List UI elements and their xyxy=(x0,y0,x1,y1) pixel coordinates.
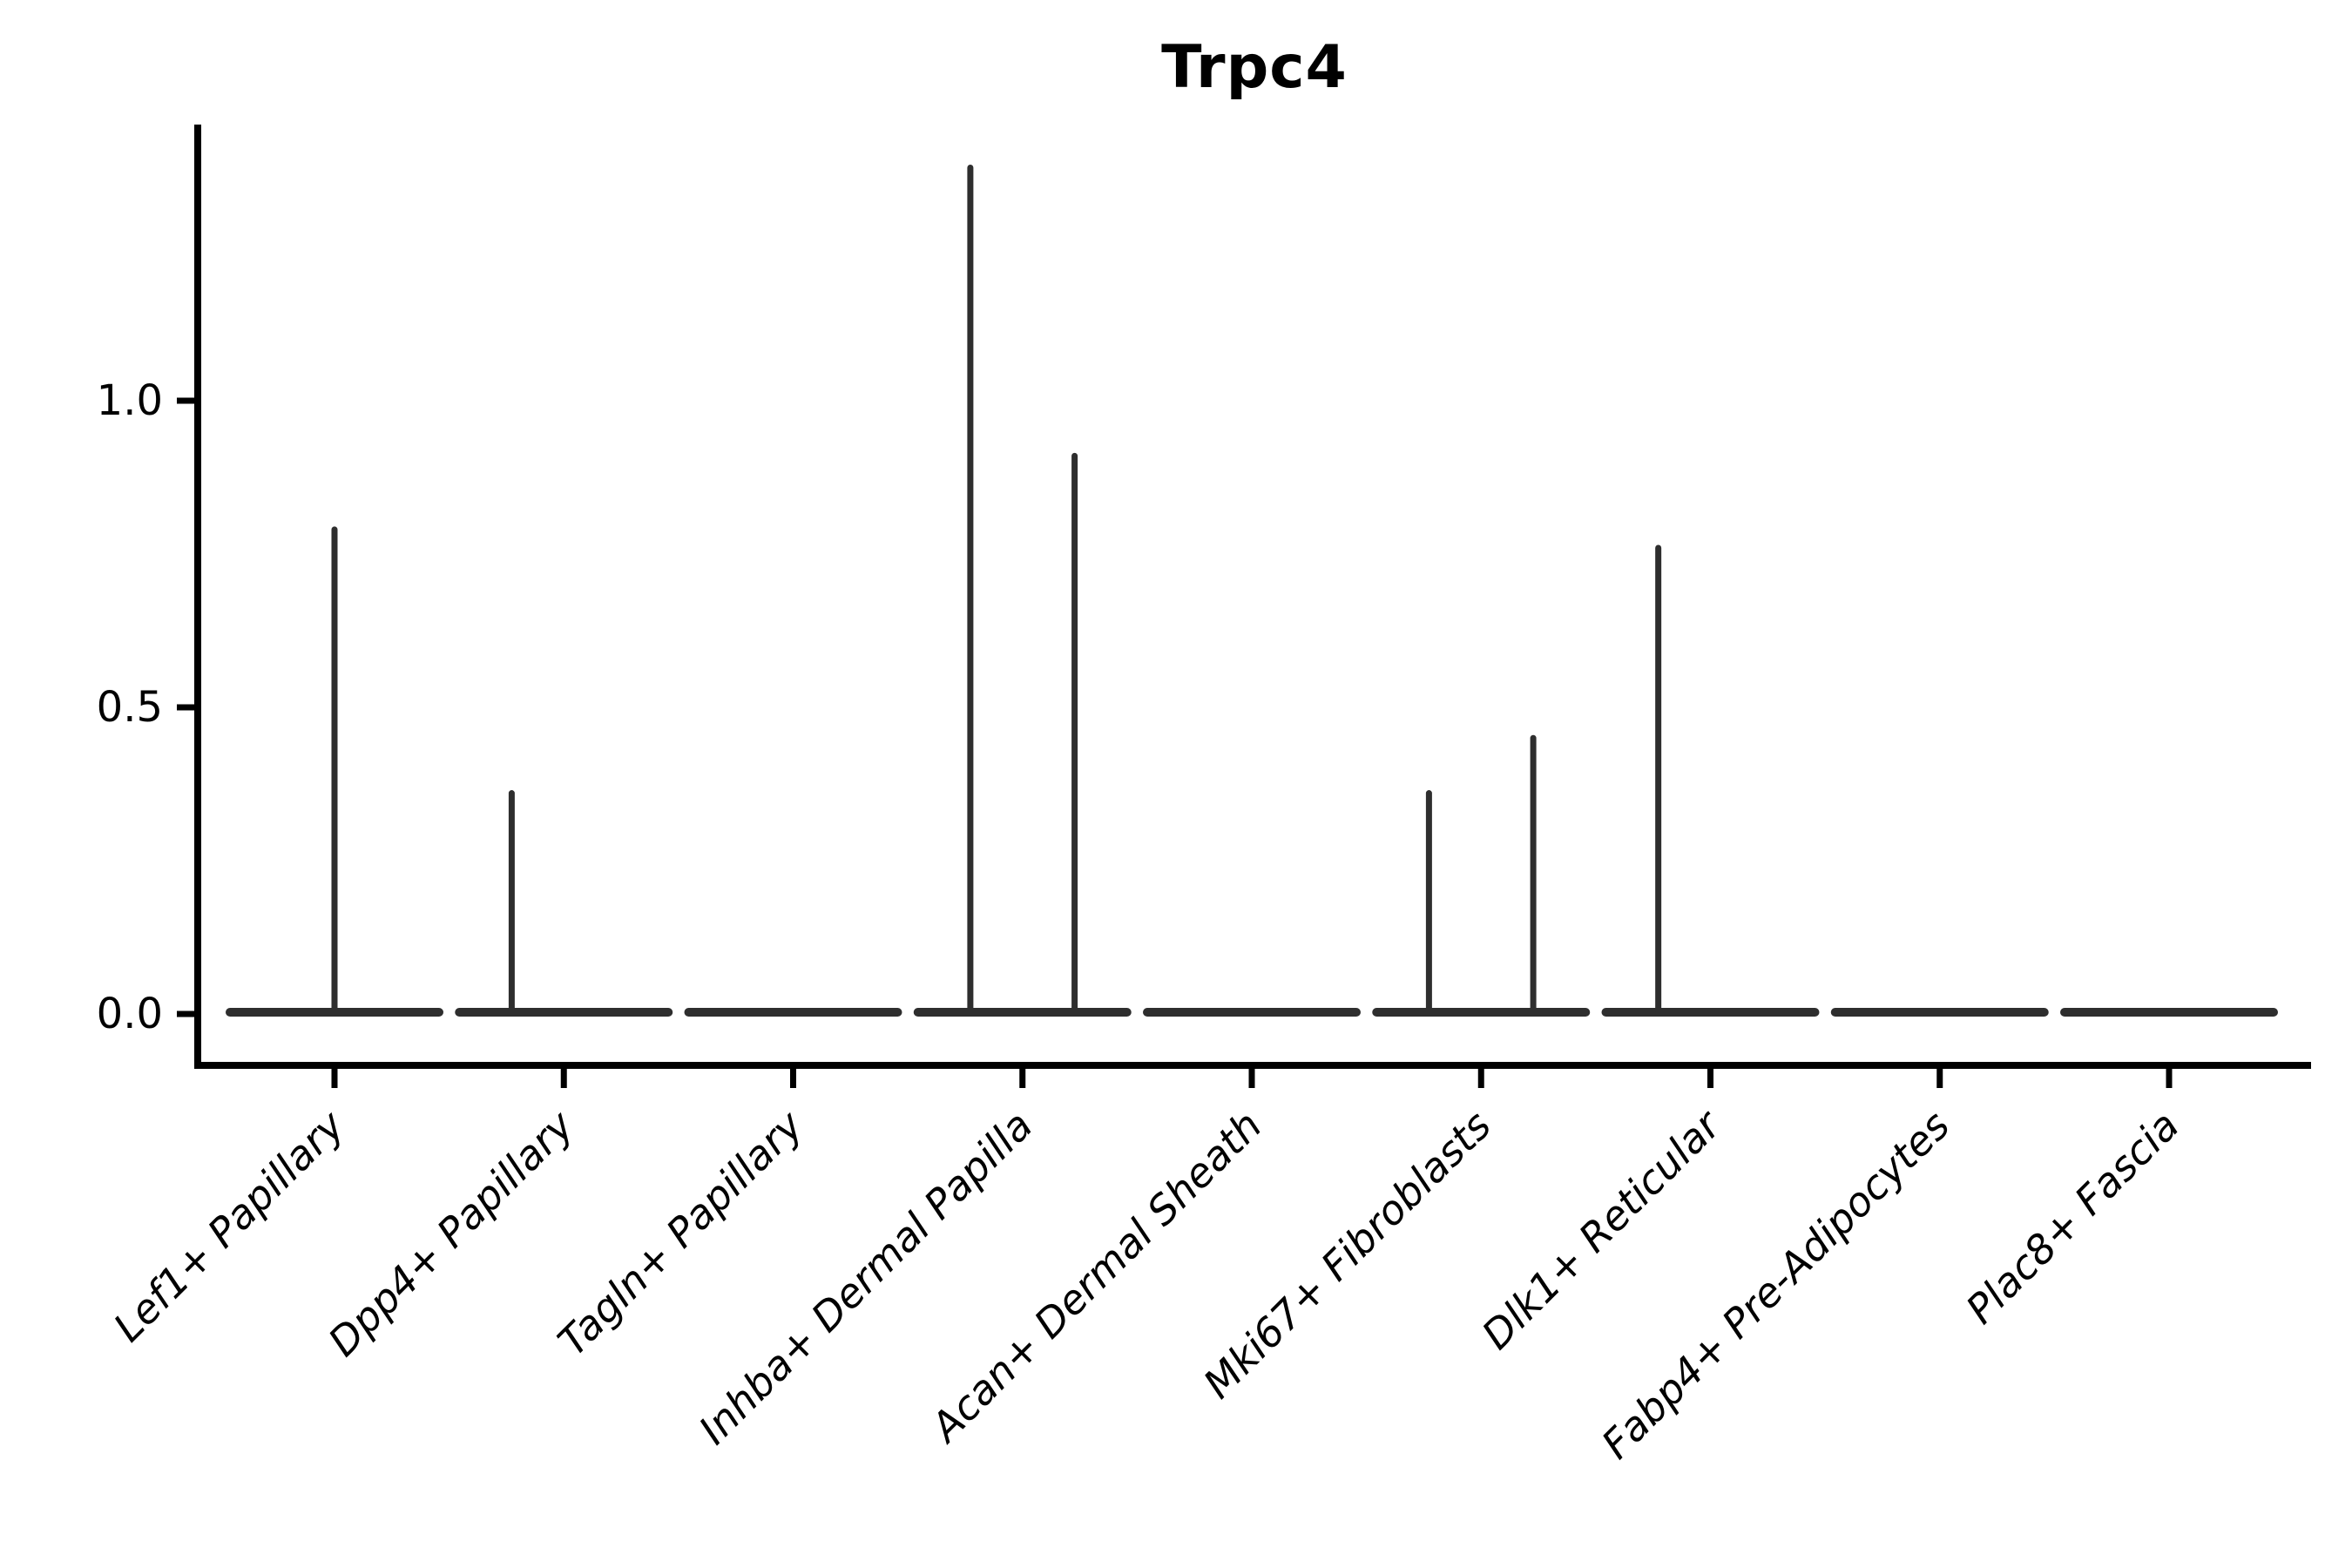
x-tick-label: Plac8+ Fascia xyxy=(1957,1102,2187,1333)
chart-title: Trpc4 xyxy=(1161,33,1348,102)
x-tick-label: Lef1+ Papillary xyxy=(105,1101,354,1350)
y-tick-label: 0.0 xyxy=(97,990,163,1038)
x-tick-label: Dpp4+ Papillary xyxy=(319,1101,583,1365)
x-tick-label: Dlk1+ Reticular xyxy=(1473,1099,1732,1358)
x-tick-label: Tagln+ Papillary xyxy=(549,1101,813,1365)
y-tick-label: 0.5 xyxy=(97,683,163,732)
y-tick-label: 1.0 xyxy=(97,376,163,425)
